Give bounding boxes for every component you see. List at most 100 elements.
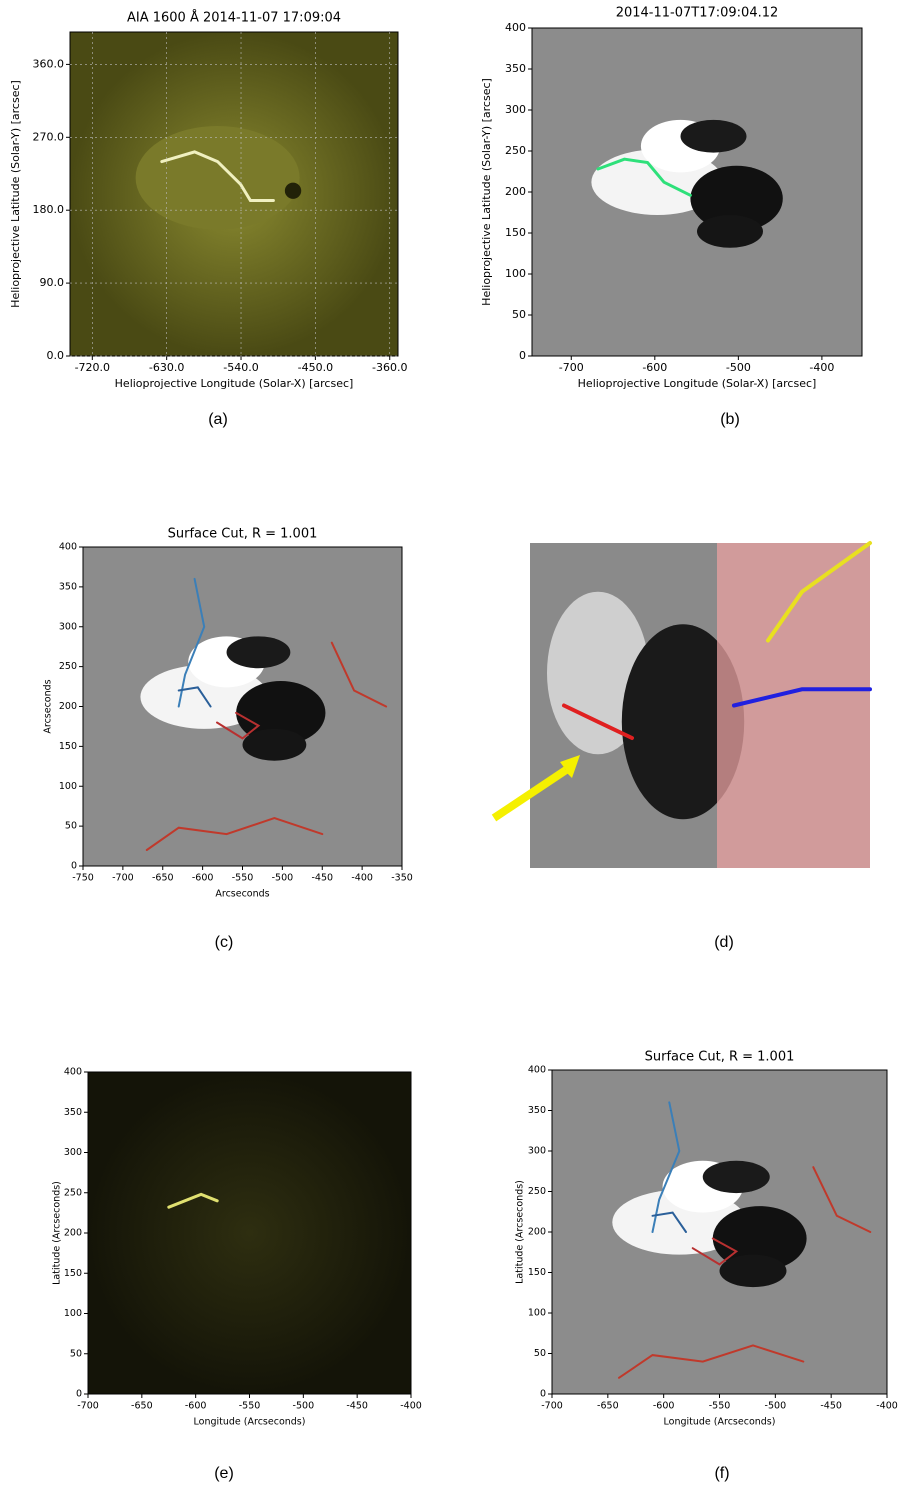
plage — [136, 126, 300, 230]
x-tick-label: -720.0 — [75, 361, 110, 374]
y-tick-label: 150 — [528, 1267, 546, 1278]
panel: (a) AIA 1600 Å 2014-11-07 17:09:04 -720.0 -… — [9, 10, 407, 429]
caption: (c) — [215, 934, 234, 951]
y-tick-label: 150 — [64, 1268, 82, 1279]
y-tick-label: 400 — [505, 21, 526, 34]
y-tick-label: 400 — [64, 1067, 82, 1078]
x-tick-label: -750 — [72, 873, 94, 884]
negative-polarity — [703, 1161, 770, 1193]
y-tick-label: 300 — [505, 103, 526, 116]
x-tick-label: -550 — [232, 873, 254, 884]
x-axis-label: Arcseconds — [215, 889, 269, 900]
panel-title: Surface Cut, R = 1.001 — [168, 527, 318, 542]
x-tick-label: -540.0 — [223, 361, 258, 374]
x-tick-label: -700 — [77, 1401, 99, 1412]
y-tick-label: 90.0 — [40, 276, 65, 289]
x-tick-label: -450.0 — [298, 361, 333, 374]
x-tick-label: -450 — [820, 1401, 842, 1412]
caption: (e) — [214, 1465, 234, 1482]
x-tick-label: -630.0 — [149, 361, 184, 374]
sunspot — [285, 183, 301, 199]
y-tick-label: 360.0 — [33, 57, 65, 70]
y-tick-label: 400 — [528, 1065, 546, 1076]
x-tick-label: -600 — [192, 873, 214, 884]
caption: (a) — [208, 411, 228, 428]
x-axis-label: Longitude (Arcseconds) — [664, 1417, 776, 1428]
y-tick-label: 0 — [76, 1389, 82, 1400]
y-tick-label: 200 — [59, 701, 77, 712]
panel: (e) -700 -650 -600 -550 -500 -450 -400 0 50 100 150… — [52, 1067, 422, 1483]
negative-polarity — [227, 636, 291, 668]
panel-title: Surface Cut, R = 1.001 — [645, 1050, 795, 1065]
caption: (b) — [720, 411, 740, 428]
y-axis-label: Latitude (Arcseconds) — [515, 1180, 526, 1284]
y-axis-label: Helioprojective Latitude (Solar-Y) [arcs… — [9, 80, 22, 308]
y-axis-label: Arcseconds — [43, 679, 54, 733]
y-tick-label: 100 — [505, 267, 526, 280]
panel-title: 2014-11-07T17:09:04.12 — [616, 6, 779, 21]
y-tick-label: 0 — [71, 861, 77, 872]
y-tick-label: 50 — [70, 1348, 82, 1359]
caption: (d) — [714, 934, 734, 951]
x-tick-label: -650 — [131, 1401, 153, 1412]
y-axis-label: Latitude (Arcseconds) — [52, 1181, 63, 1285]
y-tick-label: 300 — [528, 1146, 546, 1157]
x-tick-label: -600 — [642, 361, 667, 374]
x-tick-label: -500 — [293, 1401, 315, 1412]
negative-polarity — [243, 729, 307, 761]
figure: (a) AIA 1600 Å 2014-11-07 17:09:04 -720.0 -… — [0, 0, 900, 1488]
x-tick-label: -600 — [653, 1401, 675, 1412]
y-tick-label: 50 — [65, 821, 77, 832]
x-axis-label: Longitude (Arcseconds) — [194, 1417, 306, 1428]
y-tick-label: 50 — [512, 308, 526, 321]
negative-polarity — [720, 1255, 787, 1287]
x-tick-label: -550 — [709, 1401, 731, 1412]
negative-polarity — [697, 215, 763, 248]
x-tick-label: -700 — [559, 361, 584, 374]
y-tick-label: 100 — [64, 1308, 82, 1319]
x-tick-label: -650 — [152, 873, 174, 884]
x-tick-label: -450 — [346, 1401, 368, 1412]
y-tick-label: 0 — [540, 1389, 546, 1400]
x-tick-label: -400 — [400, 1401, 422, 1412]
y-tick-label: 250 — [59, 661, 77, 672]
y-tick-label: 0.0 — [47, 349, 65, 362]
negative-polarity — [681, 120, 747, 153]
panel: (d) — [492, 543, 870, 951]
x-tick-label: -700 — [112, 873, 134, 884]
image-background — [88, 1072, 411, 1394]
x-axis-label: Helioprojective Longitude (Solar-X) [arc… — [115, 377, 354, 390]
y-axis-label: Helioprojective Latitude (Solar-Y) [arcs… — [480, 78, 493, 306]
y-tick-label: 250 — [528, 1186, 546, 1197]
caption: (f) — [714, 1465, 729, 1482]
x-tick-label: -550 — [239, 1401, 261, 1412]
x-tick-label: -700 — [541, 1401, 563, 1412]
y-tick-label: 300 — [64, 1147, 82, 1158]
x-tick-label: -500 — [765, 1401, 787, 1412]
x-tick-label: -400 — [876, 1401, 898, 1412]
y-tick-label: 180.0 — [33, 203, 65, 216]
y-tick-label: 270.0 — [33, 130, 65, 143]
y-tick-label: 350 — [64, 1107, 82, 1118]
panel: (b)2014-11-07T17:09:04.12-700-600-500-40… — [480, 6, 862, 429]
x-tick-label: -650 — [597, 1401, 619, 1412]
y-tick-label: 250 — [64, 1187, 82, 1198]
x-tick-label: -500 — [272, 873, 294, 884]
y-tick-label: 50 — [534, 1348, 546, 1359]
x-tick-label: -400 — [809, 361, 834, 374]
x-axis-label: Helioprojective Longitude (Solar-X) [arc… — [578, 377, 817, 390]
y-tick-label: 100 — [528, 1308, 546, 1319]
y-tick-label: 350 — [528, 1105, 546, 1116]
x-tick-label: -450 — [311, 873, 333, 884]
panel: (f) Surface Cut, R = 1.001 -700 -650 -600 -55… — [515, 1050, 898, 1483]
y-tick-label: 250 — [505, 144, 526, 157]
y-tick-label: 400 — [59, 542, 77, 553]
x-tick-label: -600 — [185, 1401, 207, 1412]
panel-title: AIA 1600 Å 2014-11-07 17:09:04 — [127, 10, 341, 26]
x-tick-label: -350 — [391, 873, 413, 884]
y-tick-label: 200 — [528, 1227, 546, 1238]
y-tick-label: 100 — [59, 781, 77, 792]
y-tick-label: 350 — [505, 62, 526, 75]
y-tick-label: 300 — [59, 621, 77, 632]
x-tick-label: -360.0 — [372, 361, 407, 374]
